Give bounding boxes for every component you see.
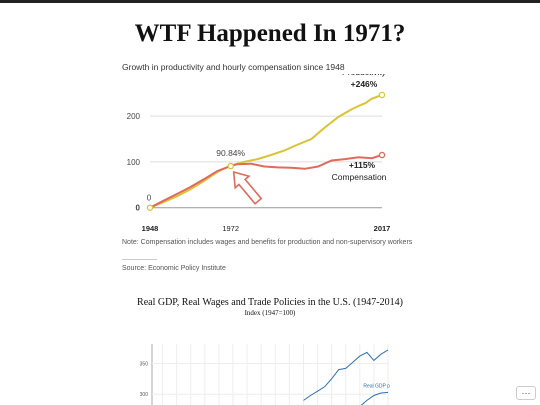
more-options-button[interactable]: ··· [516, 386, 536, 400]
chart1-subtitle: Growth in productivity and hourly compen… [122, 62, 345, 72]
gdp-per-fte-line [360, 391, 389, 405]
y-tick-label: 200 [127, 112, 141, 121]
note-divider [122, 259, 157, 260]
productivity-line [149, 94, 383, 209]
x-tick-label: 2017 [374, 224, 391, 233]
y-tick-label: 300 [140, 392, 149, 398]
x-tick-label: 1972 [222, 224, 239, 233]
y-tick-label: 100 [127, 158, 141, 167]
chart1-note: Note: Compensation includes wages and be… [122, 239, 413, 246]
compensation-value-label: +115% [349, 160, 376, 170]
slide-title: WTF Happened In 1971? [134, 20, 406, 47]
productivity-value-label: +246% [351, 79, 378, 89]
start-marker [146, 204, 154, 211]
arrow-shape [232, 170, 263, 205]
top-border [0, 0, 540, 3]
1972-marker [227, 162, 234, 170]
annotation-1972: 90.84% [216, 148, 245, 158]
chart2-subtitle: Index (1947=100) [244, 309, 296, 317]
annotation-zero: 0 [147, 194, 152, 203]
gdp-per-fte-label: Real GDP per FTE [363, 383, 390, 389]
y-tick-label: 0 [136, 204, 141, 213]
y-tick-label: 350 [140, 361, 149, 367]
productivity-compensation-chart: 0 100 200 1948 1972 2017 0 90.84% Productivity +2… [127, 74, 391, 233]
chart1-source: Source: Economic Policy Institute [122, 265, 226, 272]
productivity-label: Productivity [342, 74, 387, 77]
compensation-line [149, 154, 383, 209]
x-tick-label: 1948 [142, 224, 159, 233]
pointer-arrow [232, 170, 263, 205]
gdp-per-capita-line [303, 349, 389, 401]
compensation-label: Compensation [332, 172, 387, 182]
series-end-marker [378, 91, 386, 99]
chart2-title: Real GDP, Real Wages and Trade Policies … [137, 297, 403, 308]
series-end-marker [378, 151, 386, 159]
